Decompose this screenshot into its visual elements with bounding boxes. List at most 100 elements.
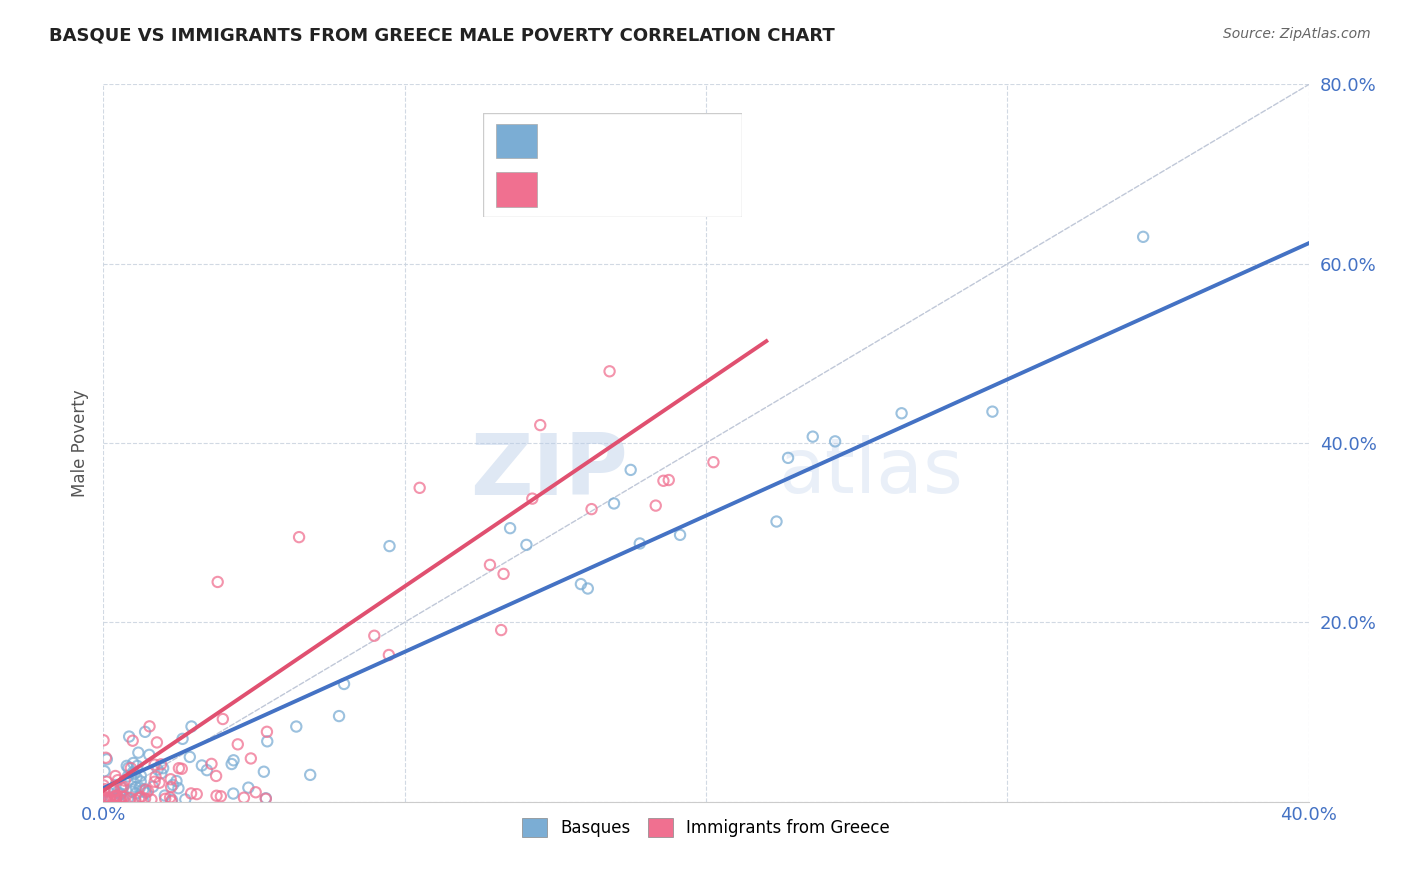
Point <box>104 778 127 792</box>
Point <box>489 623 512 637</box>
Point <box>658 473 681 487</box>
Point <box>776 450 799 465</box>
Point <box>205 769 228 783</box>
Point <box>599 364 621 378</box>
Point <box>141 792 163 806</box>
Point <box>108 792 131 806</box>
Point <box>93 782 115 797</box>
Point <box>166 774 188 789</box>
Point <box>1132 230 1154 244</box>
Point <box>195 763 218 777</box>
Point <box>159 772 181 787</box>
Point <box>180 719 202 733</box>
Point <box>110 780 132 795</box>
Point <box>121 733 143 747</box>
Point <box>569 577 592 591</box>
Point <box>104 769 127 783</box>
Point <box>285 720 308 734</box>
Point <box>162 778 184 792</box>
Y-axis label: Male Poverty: Male Poverty <box>72 389 89 497</box>
Point <box>93 778 115 792</box>
Point <box>132 794 155 808</box>
Point <box>167 761 190 775</box>
Point <box>96 752 118 766</box>
Point <box>120 761 142 775</box>
Point <box>112 789 135 804</box>
Point <box>117 769 139 783</box>
Point <box>115 759 138 773</box>
Point <box>207 574 229 589</box>
Point <box>129 789 152 804</box>
Legend: Basques, Immigrants from Greece: Basques, Immigrants from Greece <box>516 811 897 844</box>
Point <box>138 747 160 762</box>
Point <box>135 786 157 800</box>
Point <box>515 538 537 552</box>
Point <box>143 757 166 772</box>
Point <box>104 789 127 803</box>
Point <box>890 406 912 420</box>
Point <box>117 791 139 805</box>
Point <box>124 793 146 807</box>
Point <box>103 782 125 797</box>
Point <box>765 515 787 529</box>
Point <box>256 734 278 748</box>
Point <box>110 787 132 801</box>
Point <box>172 731 194 746</box>
Point <box>702 455 724 469</box>
Point <box>125 780 148 794</box>
Point <box>107 773 129 788</box>
Point <box>104 789 127 803</box>
Point <box>222 787 245 801</box>
Point <box>191 758 214 772</box>
Point <box>363 629 385 643</box>
Point <box>127 746 149 760</box>
Point <box>96 774 118 789</box>
Point <box>94 750 117 764</box>
Text: Source: ZipAtlas.com: Source: ZipAtlas.com <box>1223 27 1371 41</box>
Point <box>153 789 176 803</box>
Point <box>152 761 174 775</box>
Point <box>114 773 136 788</box>
Point <box>145 770 167 784</box>
Point <box>96 793 118 807</box>
Point <box>226 737 249 751</box>
Point <box>620 463 643 477</box>
Point <box>98 792 121 806</box>
Point <box>112 794 135 808</box>
Point <box>200 756 222 771</box>
Point <box>239 751 262 765</box>
Point <box>603 496 626 510</box>
Point <box>120 790 142 805</box>
Point <box>160 793 183 807</box>
Point <box>104 789 127 804</box>
Point <box>105 785 128 799</box>
Text: atlas: atlas <box>779 434 963 508</box>
Point <box>93 764 115 779</box>
Point <box>254 791 277 805</box>
Point <box>150 766 173 780</box>
Point <box>288 530 311 544</box>
Text: BASQUE VS IMMIGRANTS FROM GREECE MALE POVERTY CORRELATION CHART: BASQUE VS IMMIGRANTS FROM GREECE MALE PO… <box>49 27 835 45</box>
Point <box>179 750 201 764</box>
Point <box>128 780 150 795</box>
Point <box>128 791 150 805</box>
Text: ZIP: ZIP <box>470 430 627 513</box>
Point <box>146 735 169 749</box>
Point <box>121 785 143 799</box>
Point <box>97 790 120 805</box>
Point <box>93 733 115 747</box>
Point <box>529 418 551 433</box>
Point <box>253 764 276 779</box>
Point <box>136 784 159 798</box>
Point <box>122 756 145 770</box>
Point <box>143 774 166 789</box>
Point <box>100 790 122 805</box>
Point <box>105 791 128 805</box>
Point <box>129 774 152 789</box>
Point <box>110 792 132 806</box>
Point <box>125 771 148 785</box>
Point <box>408 481 430 495</box>
Point <box>122 765 145 780</box>
Point <box>160 780 183 794</box>
Point <box>118 730 141 744</box>
